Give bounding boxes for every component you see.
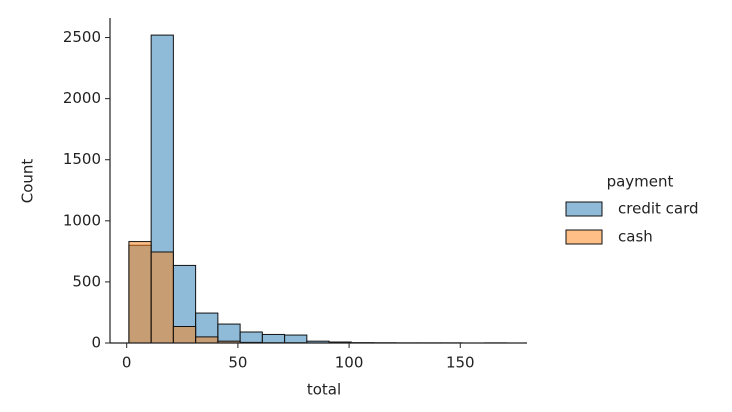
x-tick-label: 150 xyxy=(446,354,475,372)
legend-swatch xyxy=(565,229,603,245)
y-tick-label: 2000 xyxy=(63,89,101,107)
legend-label: credit card xyxy=(618,200,699,218)
x-tick-label: 100 xyxy=(335,354,364,372)
legend-label: cash xyxy=(618,228,653,246)
y-tick-label: 1000 xyxy=(63,211,101,229)
y-tick-label: 500 xyxy=(72,272,101,290)
bar xyxy=(150,251,174,344)
y-tick-label: 1500 xyxy=(63,150,101,168)
x-tick-label: 50 xyxy=(228,354,247,372)
bar xyxy=(128,241,152,344)
bar xyxy=(172,326,197,344)
y-tick-label: 2500 xyxy=(63,28,101,46)
bar xyxy=(239,331,263,344)
legend-title: payment xyxy=(607,173,674,191)
y-axis-label: Count xyxy=(19,159,37,204)
bar xyxy=(195,336,219,344)
bar xyxy=(217,323,241,344)
y-tick-label: 0 xyxy=(91,334,101,352)
bar xyxy=(284,334,308,344)
x-axis-label: total xyxy=(307,381,341,399)
x-tick-label: 0 xyxy=(122,354,132,372)
legend-swatch xyxy=(565,201,603,217)
bar xyxy=(261,333,286,344)
